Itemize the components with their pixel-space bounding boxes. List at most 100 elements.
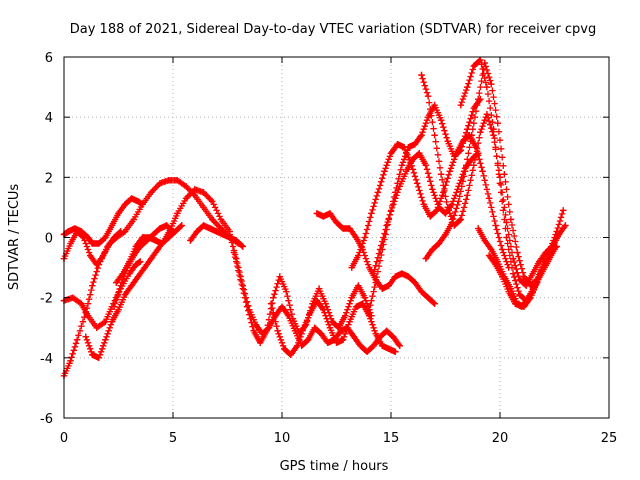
data-point xyxy=(191,186,198,193)
data-point xyxy=(178,222,185,229)
data-point xyxy=(139,234,146,241)
data-point xyxy=(335,324,342,331)
data-point xyxy=(152,237,159,244)
data-point xyxy=(464,192,471,199)
data-point xyxy=(507,216,515,223)
data-point xyxy=(326,210,334,217)
data-point xyxy=(200,204,207,211)
data-point xyxy=(82,333,89,340)
data-point xyxy=(461,168,469,175)
data-point xyxy=(213,228,220,235)
data-point xyxy=(333,219,340,226)
data-point xyxy=(516,276,523,283)
data-point xyxy=(65,228,72,235)
data-point xyxy=(437,171,445,178)
data-point xyxy=(200,222,207,229)
data-point xyxy=(514,249,521,256)
data-point xyxy=(424,113,432,121)
data-point xyxy=(444,204,451,211)
data-point xyxy=(113,279,120,286)
data-point xyxy=(108,222,116,229)
data-point xyxy=(191,192,198,199)
data-point xyxy=(134,273,142,280)
data-point xyxy=(536,258,543,265)
data-point xyxy=(368,210,375,217)
series-arc-11 xyxy=(267,297,399,359)
data-point xyxy=(451,153,458,160)
y-axis-label: SDTVAR / TECUs xyxy=(7,184,22,291)
data-point xyxy=(209,216,216,223)
data-point xyxy=(67,240,74,247)
data-point xyxy=(394,141,401,148)
data-point xyxy=(193,228,201,235)
data-point xyxy=(322,300,329,307)
data-point xyxy=(289,315,297,322)
data-point xyxy=(538,270,545,277)
plus-markers xyxy=(313,210,438,307)
data-point xyxy=(544,258,552,265)
data-point xyxy=(488,80,495,88)
data-point xyxy=(156,180,164,187)
data-point xyxy=(479,168,486,175)
data-point xyxy=(313,297,321,304)
data-point xyxy=(457,101,464,109)
data-point xyxy=(490,126,497,133)
data-point xyxy=(233,237,240,244)
data-point xyxy=(494,119,502,127)
y-tick-label: 6 xyxy=(45,51,53,66)
data-point xyxy=(333,339,340,346)
x-axis-label: GPS time / hours xyxy=(280,459,389,474)
data-point xyxy=(562,222,569,229)
chart-title: Day 188 of 2021, Sidereal Day-to-day VTE… xyxy=(70,22,596,37)
data-point xyxy=(385,282,393,289)
data-point xyxy=(427,213,434,220)
data-point xyxy=(435,204,443,211)
data-point xyxy=(448,219,456,226)
data-point xyxy=(132,261,140,268)
data-point xyxy=(154,246,161,253)
data-point xyxy=(444,138,451,145)
data-point xyxy=(448,201,456,208)
data-point xyxy=(86,252,94,259)
series-arc-20 xyxy=(485,246,558,310)
data-point xyxy=(352,234,360,241)
data-point xyxy=(128,195,135,202)
data-point xyxy=(217,216,225,223)
data-point xyxy=(348,264,355,271)
data-point xyxy=(73,336,81,343)
x-tick-label: 5 xyxy=(169,431,177,446)
series-arc-8 xyxy=(187,222,246,250)
data-point xyxy=(132,243,140,250)
data-point xyxy=(405,273,412,280)
data-point xyxy=(492,261,499,268)
data-point xyxy=(67,357,74,365)
data-point xyxy=(505,288,512,295)
data-point xyxy=(470,162,478,169)
data-point xyxy=(429,246,436,253)
data-point xyxy=(418,288,425,295)
data-point xyxy=(468,132,475,139)
data-point xyxy=(372,279,379,286)
data-point xyxy=(431,101,438,109)
data-point xyxy=(280,345,288,353)
data-point xyxy=(294,342,301,349)
data-point xyxy=(490,132,497,139)
data-point xyxy=(496,174,504,181)
series-arc-2 xyxy=(60,258,144,331)
data-point xyxy=(348,294,355,301)
data-point xyxy=(464,126,471,133)
data-point xyxy=(134,198,142,205)
data-point xyxy=(156,225,164,232)
data-point xyxy=(398,162,406,169)
data-point xyxy=(274,327,281,334)
data-point xyxy=(307,309,314,316)
data-point xyxy=(171,228,179,235)
y-tick-label: -6 xyxy=(40,412,53,427)
data-point xyxy=(239,243,246,250)
data-point xyxy=(148,255,155,262)
data-point xyxy=(326,324,334,331)
data-point xyxy=(304,336,312,343)
data-point xyxy=(230,249,238,256)
data-point xyxy=(475,95,482,103)
data-point xyxy=(350,333,358,340)
